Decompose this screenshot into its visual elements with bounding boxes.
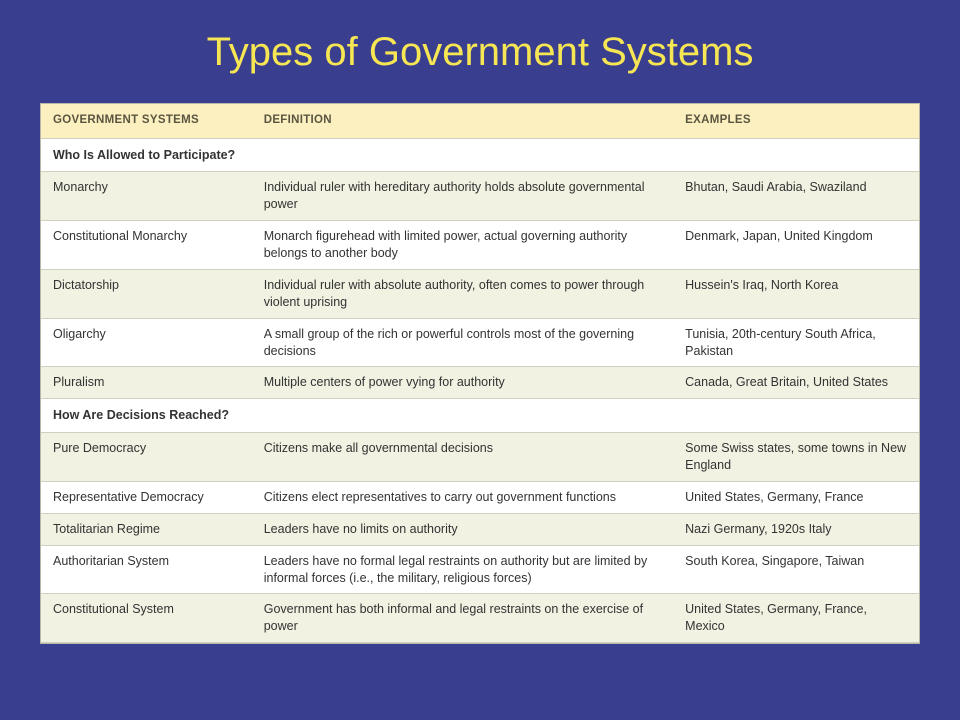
table-row: Representative Democracy Citizens elect … [41,481,919,513]
table-row: Dictatorship Individual ruler with absol… [41,269,919,318]
table-container: GOVERNMENT SYSTEMS DEFINITION EXAMPLES W… [40,103,920,644]
cell-examples: United States, Germany, France, Mexico [673,594,919,643]
table-row: Monarchy Individual ruler with hereditar… [41,172,919,221]
cell-definition: Government has both informal and legal r… [252,594,673,643]
cell-examples: South Korea, Singapore, Taiwan [673,545,919,594]
col-header-system: GOVERNMENT SYSTEMS [41,104,252,138]
slide: Types of Government Systems GOVERNMENT S… [0,0,960,720]
section-heading: Who Is Allowed to Participate? [41,138,919,172]
section-heading-row: How Are Decisions Reached? [41,399,919,433]
cell-examples: Hussein's Iraq, North Korea [673,269,919,318]
cell-definition: Citizens elect representatives to carry … [252,481,673,513]
cell-examples: United States, Germany, France [673,481,919,513]
cell-examples: Some Swiss states, some towns in New Eng… [673,433,919,482]
cell-system: Constitutional Monarchy [41,221,252,270]
cell-examples: Nazi Germany, 1920s Italy [673,513,919,545]
cell-definition: Individual ruler with absolute authority… [252,269,673,318]
table-header-row: GOVERNMENT SYSTEMS DEFINITION EXAMPLES [41,104,919,138]
col-header-definition: DEFINITION [252,104,673,138]
section-heading-row: Who Is Allowed to Participate? [41,138,919,172]
cell-system: Dictatorship [41,269,252,318]
government-systems-table: GOVERNMENT SYSTEMS DEFINITION EXAMPLES W… [41,104,919,643]
cell-definition: Leaders have no limits on authority [252,513,673,545]
cell-definition: Leaders have no formal legal restraints … [252,545,673,594]
table-row: Constitutional System Government has bot… [41,594,919,643]
cell-system: Monarchy [41,172,252,221]
table-row: Authoritarian System Leaders have no for… [41,545,919,594]
table-row: Pure Democracy Citizens make all governm… [41,433,919,482]
table-row: Oligarchy A small group of the rich or p… [41,318,919,367]
cell-system: Authoritarian System [41,545,252,594]
cell-system: Pluralism [41,367,252,399]
col-header-examples: EXAMPLES [673,104,919,138]
cell-system: Constitutional System [41,594,252,643]
cell-definition: Individual ruler with hereditary authori… [252,172,673,221]
table-row: Totalitarian Regime Leaders have no limi… [41,513,919,545]
slide-title: Types of Government Systems [40,30,920,75]
cell-definition: A small group of the rich or powerful co… [252,318,673,367]
cell-system: Representative Democracy [41,481,252,513]
cell-system: Oligarchy [41,318,252,367]
cell-examples: Tunisia, 20th-century South Africa, Paki… [673,318,919,367]
cell-examples: Denmark, Japan, United Kingdom [673,221,919,270]
cell-examples: Canada, Great Britain, United States [673,367,919,399]
table-body: Who Is Allowed to Participate? Monarchy … [41,138,919,643]
cell-examples: Bhutan, Saudi Arabia, Swaziland [673,172,919,221]
cell-system: Pure Democracy [41,433,252,482]
cell-definition: Monarch figurehead with limited power, a… [252,221,673,270]
cell-system: Totalitarian Regime [41,513,252,545]
section-heading: How Are Decisions Reached? [41,399,919,433]
table-row: Constitutional Monarchy Monarch figurehe… [41,221,919,270]
cell-definition: Multiple centers of power vying for auth… [252,367,673,399]
table-row: Pluralism Multiple centers of power vyin… [41,367,919,399]
cell-definition: Citizens make all governmental decisions [252,433,673,482]
